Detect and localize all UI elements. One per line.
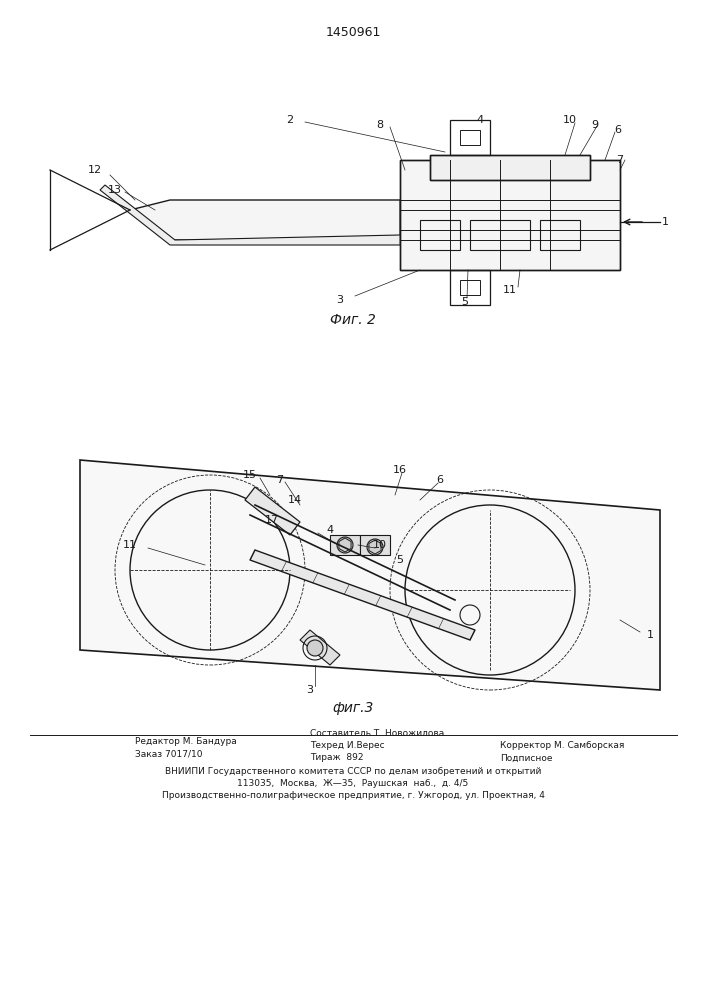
Bar [470, 220, 530, 250]
Circle shape [367, 539, 383, 555]
Polygon shape [80, 460, 660, 690]
Text: 12: 12 [88, 165, 102, 175]
Text: 6: 6 [614, 125, 621, 135]
Text: 6: 6 [436, 475, 443, 485]
Bar [400, 160, 620, 270]
Bar [460, 130, 480, 145]
Text: фиг.3: фиг.3 [332, 701, 374, 715]
Text: 3: 3 [307, 685, 313, 695]
Text: 1: 1 [662, 217, 669, 227]
Text: 9: 9 [592, 120, 599, 130]
Bar [430, 155, 590, 180]
Text: 5: 5 [397, 555, 404, 565]
Text: Производственно-полиграфическое предприятие, г. Ужгород, ул. Проектная, 4: Производственно-полиграфическое предприя… [162, 792, 544, 800]
Polygon shape [245, 487, 300, 535]
Bar [450, 270, 490, 305]
Bar [360, 535, 390, 555]
Bar [540, 220, 580, 250]
Bar [400, 160, 620, 270]
Text: 16: 16 [393, 465, 407, 475]
Bar [330, 535, 360, 555]
Text: Составитель Т. Новожилова: Составитель Т. Новожилова [310, 730, 444, 738]
Text: 3: 3 [337, 295, 344, 305]
Text: 13: 13 [108, 185, 122, 195]
Text: 10: 10 [373, 540, 387, 550]
Text: Тираж  892: Тираж 892 [310, 754, 363, 762]
Text: 7: 7 [276, 475, 284, 485]
Polygon shape [100, 185, 400, 245]
Text: 1450961: 1450961 [325, 25, 380, 38]
Text: 5: 5 [462, 297, 469, 307]
Text: Заказ 7017/10: Заказ 7017/10 [135, 750, 202, 758]
Text: Подписное: Подписное [500, 754, 552, 762]
Polygon shape [250, 550, 475, 640]
Text: 2: 2 [286, 115, 293, 125]
Text: 1: 1 [646, 630, 653, 640]
Text: 17: 17 [265, 515, 279, 525]
Polygon shape [130, 200, 400, 240]
Text: 8: 8 [376, 120, 384, 130]
Bar [460, 280, 480, 295]
Text: 4: 4 [327, 525, 334, 535]
Text: ВНИИПИ Государственного комитета СССР по делам изобретений и открытий: ВНИИПИ Государственного комитета СССР по… [165, 768, 541, 776]
Polygon shape [300, 630, 340, 665]
Bar [420, 220, 460, 250]
Text: Корректор М. Самборская: Корректор М. Самборская [500, 742, 624, 750]
Text: 7: 7 [617, 155, 624, 165]
Text: Техред И.Верес: Техред И.Верес [310, 742, 385, 750]
Text: Фиг. 2: Фиг. 2 [330, 313, 376, 327]
Text: 11: 11 [123, 540, 137, 550]
Text: 14: 14 [288, 495, 302, 505]
Text: 11: 11 [503, 285, 517, 295]
Text: 4: 4 [477, 115, 484, 125]
Circle shape [307, 640, 323, 656]
Text: 113035,  Москва,  Ж—35,  Раушская  наб.,  д. 4/5: 113035, Москва, Ж—35, Раушская наб., д. … [238, 780, 469, 788]
Text: 15: 15 [243, 470, 257, 480]
Text: 10: 10 [563, 115, 577, 125]
Circle shape [337, 537, 353, 553]
Bar [450, 120, 490, 155]
Text: Редактор М. Бандура: Редактор М. Бандура [135, 738, 237, 746]
Bar [430, 155, 590, 180]
